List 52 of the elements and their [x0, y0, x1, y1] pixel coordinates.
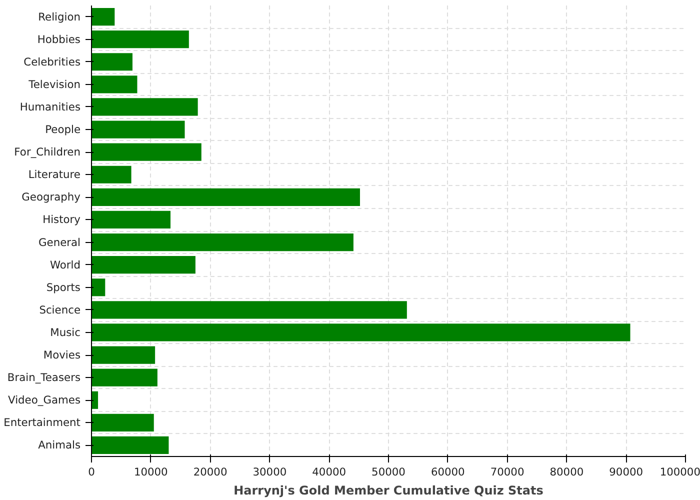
bar [92, 436, 169, 454]
bar [92, 98, 198, 116]
y-tick-label: Hobbies [37, 32, 81, 46]
x-tick-label: 0 [88, 466, 96, 478]
x-tick-label: 50000 [372, 466, 406, 478]
y-tick-label: Literature [28, 168, 81, 182]
y-tick-label: Animals [38, 438, 81, 452]
bar [92, 30, 189, 48]
x-tick-label: 100000 [660, 466, 700, 478]
y-tick-label: Brain_Teasers [7, 371, 81, 384]
x-axis-title: Harrynj's Gold Member Cumulative Quiz Stats [234, 484, 544, 498]
bar [92, 210, 170, 229]
x-tick-label: 90000 [609, 466, 644, 478]
bar [92, 391, 98, 409]
y-tick-label: Science [39, 303, 81, 316]
bar [92, 346, 156, 364]
y-tick-label: Entertainment [4, 416, 81, 430]
x-tick-label: 40000 [312, 466, 346, 478]
y-tick-label: Video_Games [8, 394, 81, 407]
x-tick-label: 10000 [134, 466, 168, 478]
y-tick-label: Celebrities [24, 55, 81, 68]
y-tick-label: For_Children [14, 146, 81, 159]
bar [92, 414, 154, 432]
bar [92, 233, 354, 252]
y-tick-label: Religion [38, 10, 81, 24]
y-tick-label: Movies [43, 348, 81, 362]
x-tick-label: 80000 [550, 466, 584, 478]
bar [92, 278, 106, 296]
bar [92, 188, 360, 206]
x-tick-label: 30000 [252, 466, 287, 478]
y-tick-label: History [42, 213, 81, 226]
x-tick-label: 70000 [490, 466, 524, 478]
bar [92, 76, 138, 94]
y-tick-label: World [50, 258, 81, 272]
bar [92, 143, 202, 161]
x-tick-label: 60000 [430, 466, 466, 478]
y-tick-label: Sports [46, 280, 81, 294]
y-tick-label: Humanities [20, 100, 81, 114]
bar [92, 368, 158, 386]
bar [92, 120, 185, 138]
y-tick-label: Television [28, 78, 81, 91]
y-tick-label: Music [50, 326, 81, 339]
y-tick-label: Geography [22, 190, 81, 204]
bar [92, 8, 115, 26]
bar [92, 324, 630, 342]
bar [92, 301, 407, 319]
y-tick-label: General [38, 236, 81, 249]
y-tick-label: People [45, 123, 81, 136]
x-tick-label: 20000 [193, 466, 228, 478]
bar [92, 166, 132, 184]
bar [92, 256, 196, 274]
bar [92, 53, 132, 71]
